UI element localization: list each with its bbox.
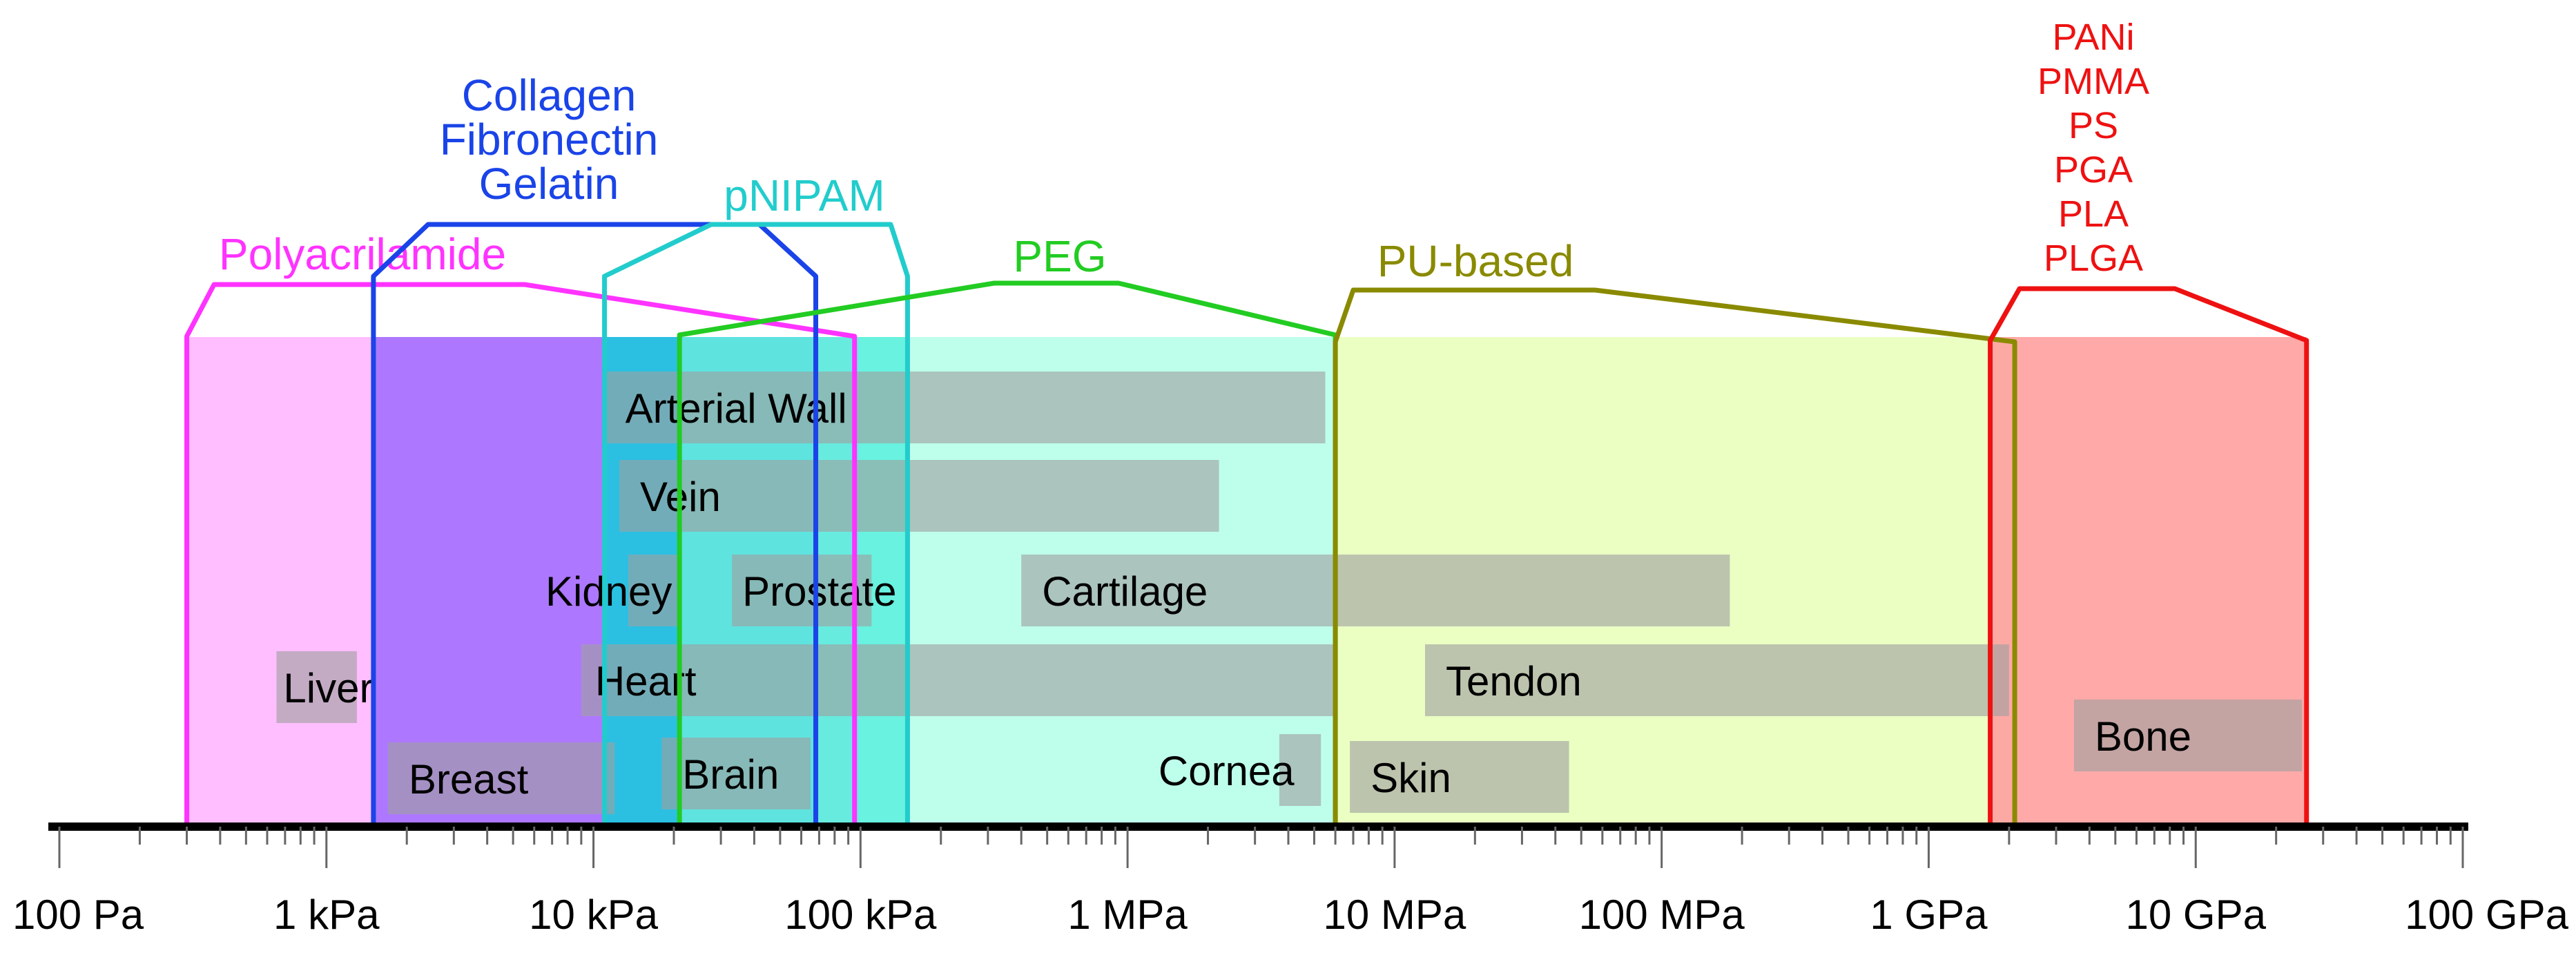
tissue-bar-arterial-wall bbox=[604, 372, 1326, 443]
tissue-label-breast: Breast bbox=[409, 756, 529, 802]
tick-label-1-mpa: 1 MPa bbox=[1067, 892, 1188, 938]
tissue-bar-brain bbox=[661, 738, 811, 809]
material-outline-pnipam bbox=[602, 222, 910, 827]
material-label-pnipam: pNIPAM bbox=[724, 171, 885, 220]
tissue-bar-vein bbox=[619, 460, 1219, 532]
material-outline-polyacrilamide bbox=[184, 282, 858, 827]
material-label-pga: PGA bbox=[2054, 149, 2133, 191]
tick-label-10-kpa: 10 kPa bbox=[529, 892, 658, 938]
tissue-bar-cornea bbox=[1279, 734, 1321, 806]
material-label-fibronectin: Fibronectin bbox=[440, 115, 659, 164]
tick-label-10-gpa: 10 GPa bbox=[2125, 892, 2266, 938]
tick-label-100-gpa: 100 GPa bbox=[2405, 892, 2568, 938]
material-label-ps: PS bbox=[2069, 105, 2118, 146]
tissue-bar-prostate bbox=[732, 555, 872, 626]
material-outline-pani bbox=[1988, 286, 2309, 827]
tissue-label-arterial-wall: Arterial Wall bbox=[626, 385, 847, 432]
material-label-pani: PANi bbox=[2052, 17, 2134, 58]
material-outline-pu-based bbox=[1333, 287, 2017, 827]
material-label-peg: PEG bbox=[1013, 231, 1106, 281]
tissue-bar-heart bbox=[581, 644, 1336, 716]
x-axis: 100 Pa 1 kPa 10 kPa 100 kPa 1 MPa 10 MPa 100 M… bbox=[12, 822, 2569, 938]
material-label-pla: PLA bbox=[2058, 193, 2129, 235]
tissue-label-kidney: Kidney bbox=[545, 568, 672, 615]
tick-label-100-mpa: 100 MPa bbox=[1579, 892, 1745, 938]
tissue-label-prostate: Prostate bbox=[742, 568, 896, 615]
tick-label-100-kpa: 100 kPa bbox=[784, 892, 937, 938]
material-label-plga: PLGA bbox=[2044, 238, 2143, 279]
tissue-bar-cartilage bbox=[1021, 555, 1730, 626]
tissue-bar-kidney bbox=[628, 555, 680, 626]
tissue-label-cornea: Cornea bbox=[1159, 748, 1295, 794]
tick-label-1-gpa: 1 GPa bbox=[1870, 892, 1988, 938]
tissue-label-brain: Brain bbox=[682, 751, 779, 798]
tissue-bar-liver bbox=[276, 651, 357, 723]
material-label-pmma: PMMA bbox=[2037, 61, 2149, 102]
tissue-label-skin: Skin bbox=[1371, 755, 1451, 801]
tick-label-10-mpa: 10 MPa bbox=[1323, 892, 1466, 938]
tissue-label-cartilage: Cartilage bbox=[1042, 568, 1208, 615]
tissue-bar-bone bbox=[2073, 700, 2303, 771]
tissue-bar-breast bbox=[387, 742, 615, 814]
material-label-pu-based: PU-based bbox=[1377, 236, 1574, 286]
tissue-bar-skin bbox=[1350, 741, 1569, 813]
tissue-label-tendon: Tendon bbox=[1446, 658, 1582, 704]
material-label-gelatin: Gelatin bbox=[479, 159, 619, 209]
material-label-collagen: Collagen bbox=[462, 70, 637, 120]
tissue-label-liver: Liver bbox=[283, 665, 373, 711]
tick-label-1-kpa: 1 kPa bbox=[273, 892, 380, 938]
tissue-bar-tendon bbox=[1424, 644, 2009, 716]
material-outline-layer: Polyacrilamide CollagenFibronectinGelatin… bbox=[184, 17, 2309, 827]
tick-label-100-pa: 100 Pa bbox=[12, 892, 144, 938]
tissue-label-bone: Bone bbox=[2095, 713, 2191, 760]
material-label-polyacrilamide: Polyacrilamide bbox=[219, 229, 506, 279]
